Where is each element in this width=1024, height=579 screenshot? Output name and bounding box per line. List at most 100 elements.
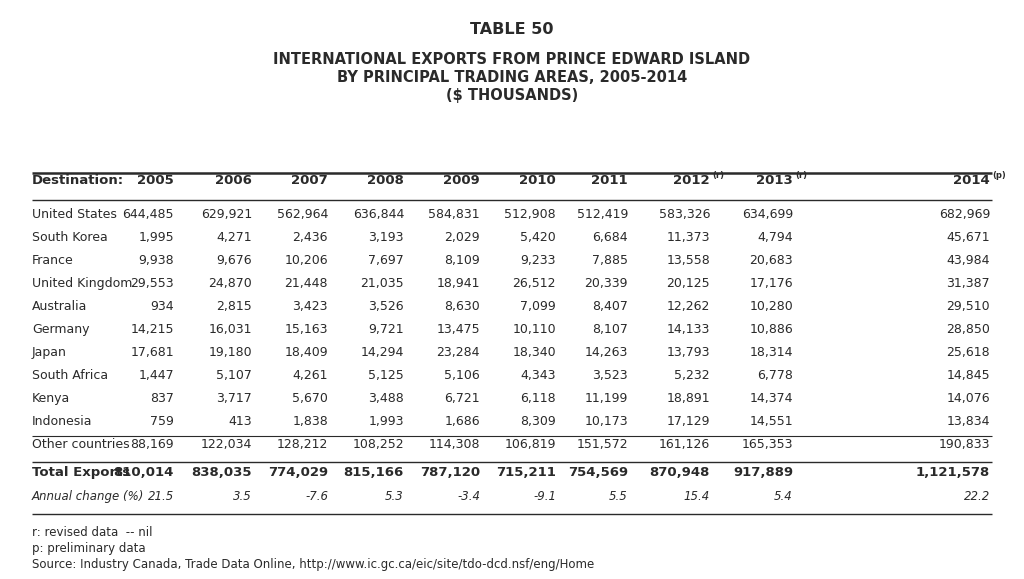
Text: 2008: 2008 <box>368 174 404 187</box>
Text: 7,885: 7,885 <box>592 254 628 267</box>
Text: 4,343: 4,343 <box>520 369 556 382</box>
Text: 4,271: 4,271 <box>216 231 252 244</box>
Text: 20,683: 20,683 <box>750 254 793 267</box>
Text: 21,448: 21,448 <box>285 277 328 290</box>
Text: 934: 934 <box>151 300 174 313</box>
Text: 11,373: 11,373 <box>667 231 710 244</box>
Text: p: preliminary data: p: preliminary data <box>32 542 145 555</box>
Text: 13,793: 13,793 <box>667 346 710 359</box>
Text: INTERNATIONAL EXPORTS FROM PRINCE EDWARD ISLAND: INTERNATIONAL EXPORTS FROM PRINCE EDWARD… <box>273 52 751 67</box>
Text: 6,684: 6,684 <box>592 231 628 244</box>
Text: 21.5: 21.5 <box>147 490 174 503</box>
Text: BY PRINCIPAL TRADING AREAS, 2005-2014: BY PRINCIPAL TRADING AREAS, 2005-2014 <box>337 70 687 85</box>
Text: 161,126: 161,126 <box>658 438 710 451</box>
Text: 21,035: 21,035 <box>360 277 404 290</box>
Text: 122,034: 122,034 <box>201 438 252 451</box>
Text: 838,035: 838,035 <box>191 466 252 479</box>
Text: 5,670: 5,670 <box>292 392 328 405</box>
Text: 3,488: 3,488 <box>369 392 404 405</box>
Text: 165,353: 165,353 <box>741 438 793 451</box>
Text: 5,232: 5,232 <box>675 369 710 382</box>
Text: Total Exports: Total Exports <box>32 466 130 479</box>
Text: (r): (r) <box>712 171 724 180</box>
Text: 413: 413 <box>228 415 252 428</box>
Text: 128,212: 128,212 <box>276 438 328 451</box>
Text: 14,845: 14,845 <box>946 369 990 382</box>
Text: 774,029: 774,029 <box>268 466 328 479</box>
Text: 2014: 2014 <box>953 174 990 187</box>
Text: 14,263: 14,263 <box>585 346 628 359</box>
Text: 4,794: 4,794 <box>758 231 793 244</box>
Text: 3.5: 3.5 <box>233 490 252 503</box>
Text: Germany: Germany <box>32 323 89 336</box>
Text: 870,948: 870,948 <box>649 466 710 479</box>
Text: 13,834: 13,834 <box>946 415 990 428</box>
Text: 24,870: 24,870 <box>208 277 252 290</box>
Text: Destination:: Destination: <box>32 174 124 187</box>
Text: 5.3: 5.3 <box>385 490 404 503</box>
Text: 584,831: 584,831 <box>428 208 480 221</box>
Text: 1,686: 1,686 <box>444 415 480 428</box>
Text: 14,076: 14,076 <box>946 392 990 405</box>
Text: -9.1: -9.1 <box>534 490 556 503</box>
Text: 3,717: 3,717 <box>216 392 252 405</box>
Text: 14,294: 14,294 <box>360 346 404 359</box>
Text: 20,125: 20,125 <box>667 277 710 290</box>
Text: South Korea: South Korea <box>32 231 108 244</box>
Text: 12,262: 12,262 <box>667 300 710 313</box>
Text: Kenya: Kenya <box>32 392 71 405</box>
Text: 18,409: 18,409 <box>285 346 328 359</box>
Text: 151,572: 151,572 <box>577 438 628 451</box>
Text: 2007: 2007 <box>291 174 328 187</box>
Text: 3,526: 3,526 <box>369 300 404 313</box>
Text: 1,838: 1,838 <box>292 415 328 428</box>
Text: 759: 759 <box>151 415 174 428</box>
Text: Australia: Australia <box>32 300 87 313</box>
Text: 16,031: 16,031 <box>209 323 252 336</box>
Text: 562,964: 562,964 <box>276 208 328 221</box>
Text: 13,475: 13,475 <box>436 323 480 336</box>
Text: 2011: 2011 <box>592 174 628 187</box>
Text: 114,308: 114,308 <box>428 438 480 451</box>
Text: 10,886: 10,886 <box>750 323 793 336</box>
Text: r: revised data  -- nil: r: revised data -- nil <box>32 526 153 539</box>
Text: 8,107: 8,107 <box>592 323 628 336</box>
Text: 5,420: 5,420 <box>520 231 556 244</box>
Text: 583,326: 583,326 <box>658 208 710 221</box>
Text: 18,340: 18,340 <box>512 346 556 359</box>
Text: 29,510: 29,510 <box>946 300 990 313</box>
Text: 13,558: 13,558 <box>667 254 710 267</box>
Text: 108,252: 108,252 <box>352 438 404 451</box>
Text: 10,110: 10,110 <box>512 323 556 336</box>
Text: TABLE 50: TABLE 50 <box>470 22 554 37</box>
Text: 715,211: 715,211 <box>496 466 556 479</box>
Text: 636,844: 636,844 <box>352 208 404 221</box>
Text: 3,193: 3,193 <box>369 231 404 244</box>
Text: 6,778: 6,778 <box>757 369 793 382</box>
Text: 2006: 2006 <box>215 174 252 187</box>
Text: 682,969: 682,969 <box>939 208 990 221</box>
Text: 8,630: 8,630 <box>444 300 480 313</box>
Text: 20,339: 20,339 <box>585 277 628 290</box>
Text: 31,387: 31,387 <box>946 277 990 290</box>
Text: 1,447: 1,447 <box>138 369 174 382</box>
Text: 17,129: 17,129 <box>667 415 710 428</box>
Text: -3.4: -3.4 <box>457 490 480 503</box>
Text: 1,121,578: 1,121,578 <box>915 466 990 479</box>
Text: 815,166: 815,166 <box>344 466 404 479</box>
Text: 18,891: 18,891 <box>667 392 710 405</box>
Text: 3,523: 3,523 <box>592 369 628 382</box>
Text: -7.6: -7.6 <box>305 490 328 503</box>
Text: 17,176: 17,176 <box>750 277 793 290</box>
Text: 8,109: 8,109 <box>444 254 480 267</box>
Text: 644,485: 644,485 <box>123 208 174 221</box>
Text: 5,125: 5,125 <box>369 369 404 382</box>
Text: 2,029: 2,029 <box>444 231 480 244</box>
Text: 1,995: 1,995 <box>138 231 174 244</box>
Text: 2005: 2005 <box>137 174 174 187</box>
Text: United States: United States <box>32 208 117 221</box>
Text: 10,280: 10,280 <box>750 300 793 313</box>
Text: 3,423: 3,423 <box>293 300 328 313</box>
Text: 43,984: 43,984 <box>946 254 990 267</box>
Text: 88,169: 88,169 <box>130 438 174 451</box>
